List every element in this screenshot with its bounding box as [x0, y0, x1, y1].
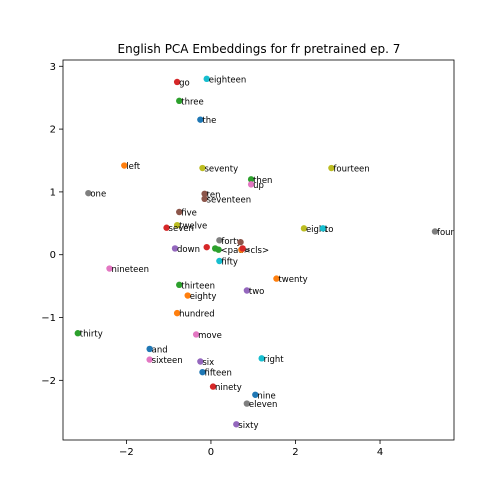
data-point: [197, 116, 204, 123]
point-label: thirty: [80, 330, 103, 340]
data-point: [243, 400, 251, 407]
point-label: nine: [257, 391, 275, 401]
axes-layer: −2 0 2 4 −2 −1 0 1 2 3: [41, 62, 383, 458]
data-point: [431, 228, 439, 235]
data-point: [328, 164, 335, 172]
point-label: twelve: [179, 222, 207, 232]
point-label: <cls>: [243, 246, 269, 256]
point-label: the: [202, 116, 216, 126]
point-label: forty: [221, 237, 241, 247]
data-point: [216, 237, 223, 244]
point-label: move: [198, 331, 222, 341]
point-label: ninety: [215, 383, 242, 393]
data-point: [215, 246, 222, 253]
point-label: two: [249, 287, 265, 297]
y-tick-label: 0: [50, 250, 56, 261]
point-label: nineteen: [111, 265, 149, 275]
data-point: [85, 189, 92, 197]
data-point: [201, 190, 208, 197]
x-tick-label: −2: [119, 447, 134, 458]
point-label: eighteen: [209, 75, 247, 85]
y-tick-label: −1: [41, 313, 56, 324]
data-point: [239, 245, 246, 252]
data-point: [203, 243, 210, 251]
point-label: left: [126, 162, 140, 172]
data-point: [146, 345, 153, 353]
data-point: [237, 238, 244, 246]
point-label: <pad>: [221, 246, 251, 256]
point-label: fifty: [221, 257, 238, 267]
point-label: to: [325, 225, 334, 235]
chart-title: English PCA Embeddings for fr pretrained…: [118, 42, 401, 56]
data-point: [121, 162, 128, 169]
data-point: [173, 221, 181, 229]
point-label: fifteen: [204, 369, 231, 379]
data-point: [176, 97, 183, 105]
point-label: eighty: [190, 292, 217, 302]
x-tick-label: 4: [377, 447, 383, 458]
data-point: [176, 281, 183, 289]
x-tick-label: 2: [292, 447, 298, 458]
y-tick-label: 1: [50, 187, 56, 198]
data-point: [201, 195, 208, 203]
y-tick-label: −2: [41, 376, 56, 387]
data-point: [233, 421, 240, 428]
data-point: [258, 355, 265, 362]
point-label: fourteen: [333, 165, 369, 175]
point-label: sixty: [238, 421, 258, 431]
point-label: down: [177, 245, 200, 255]
point-label: eight: [306, 225, 328, 235]
point-label: hundred: [179, 310, 215, 320]
point-label: seventeen: [207, 195, 251, 205]
data-point: [173, 309, 181, 317]
point-label: ten: [207, 190, 221, 200]
data-point: [171, 245, 179, 252]
data-point: [252, 391, 259, 398]
point-label: up: [253, 181, 264, 191]
data-point: [146, 356, 153, 363]
data-point: [243, 287, 251, 294]
data-point: [247, 176, 255, 183]
point-label: go: [179, 78, 190, 88]
point-label: then: [253, 176, 272, 186]
point-label: twenty: [278, 275, 307, 285]
data-point: [106, 265, 113, 272]
points-layer: go eighteen three the left seventy fourteen the…: [74, 75, 455, 431]
point-label: eleven: [249, 400, 277, 410]
point-label: five: [181, 209, 197, 219]
data-point: [163, 224, 170, 231]
point-label: three: [181, 97, 204, 107]
y-tick-label: 2: [50, 125, 56, 136]
data-point: [192, 331, 200, 338]
data-point: [319, 225, 327, 232]
point-label: seventy: [204, 165, 238, 175]
data-point: [199, 368, 206, 376]
point-label: sixteen: [152, 356, 183, 366]
data-point: [199, 164, 206, 172]
data-point: [247, 181, 255, 188]
point-label: right: [264, 355, 285, 365]
data-point: [74, 330, 81, 337]
point-label: and: [152, 345, 168, 355]
data-point: [273, 275, 280, 282]
data-point: [197, 358, 204, 365]
data-point: [173, 78, 181, 86]
point-label: six: [202, 358, 214, 368]
data-point: [203, 75, 210, 83]
point-label: four: [437, 228, 455, 238]
plot-area-frame: [62, 59, 455, 441]
y-tick-label: 3: [50, 62, 56, 73]
point-label: thirteen: [181, 281, 215, 291]
data-point: [216, 257, 223, 265]
data-point: [176, 208, 183, 216]
data-point: [209, 383, 217, 390]
x-tick-label: 0: [208, 447, 214, 458]
data-point: [300, 225, 308, 232]
point-label: seven: [169, 224, 194, 234]
point-label: one: [90, 190, 106, 200]
data-point: [184, 292, 191, 299]
